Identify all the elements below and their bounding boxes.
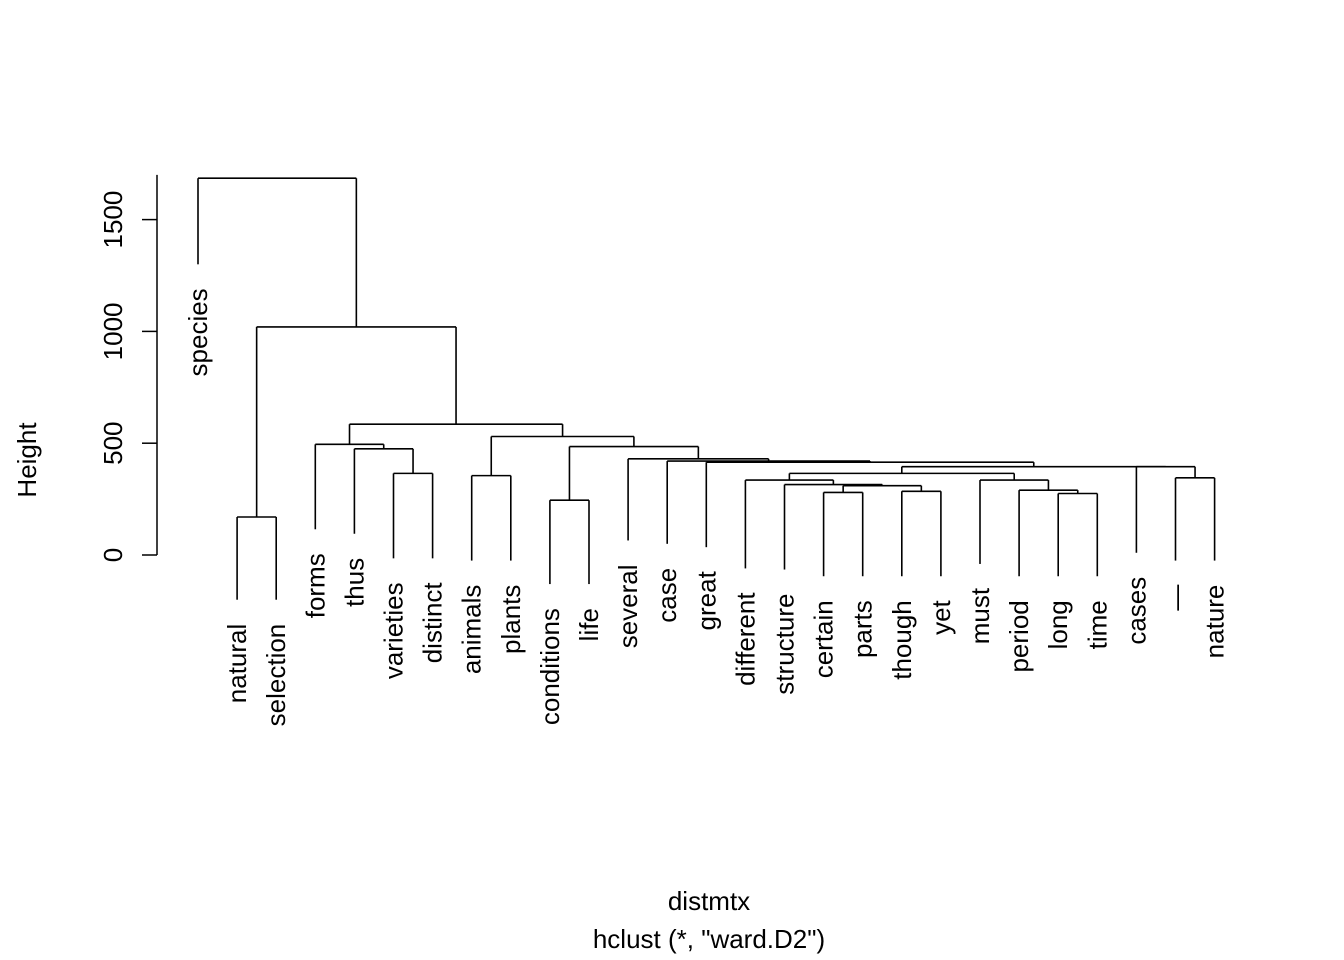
- leaf-label: yet: [926, 599, 956, 634]
- leaf-label: time: [1082, 600, 1112, 649]
- leaf-label: parts: [848, 600, 878, 658]
- y-axis: 0 500 1000 1500: [98, 174, 158, 562]
- leaf-label: nature: [1200, 585, 1230, 659]
- leaf-label: several: [613, 564, 643, 648]
- leaf-label: selection: [261, 624, 291, 727]
- leaf-label: certain: [809, 600, 839, 678]
- y-axis-label: Height: [12, 422, 42, 498]
- leaf-label: distinct: [418, 582, 448, 664]
- leaf-label: case: [652, 568, 682, 623]
- leaf-label: conditions: [535, 608, 565, 725]
- leaf-label: cases: [1121, 577, 1151, 645]
- y-tick-label: 1500: [98, 191, 128, 249]
- leaf-label: different: [730, 592, 760, 686]
- leaf-label: varieties: [379, 582, 409, 679]
- leaf-label: natural: [222, 624, 252, 704]
- leaf-label: long: [1043, 600, 1073, 649]
- x-axis-label: distmtx: [668, 886, 750, 916]
- leaf-label: animals: [457, 585, 487, 675]
- leaf-label: though: [887, 600, 917, 680]
- leaf-labels: species natural selection forms thus varietie…: [183, 288, 1230, 726]
- leaf-label: —: [1161, 585, 1191, 611]
- leaf-label: must: [965, 587, 995, 644]
- leaf-label: plants: [496, 585, 526, 654]
- y-tick-label: 1000: [98, 302, 128, 360]
- leaf-label: species: [183, 288, 213, 376]
- leaf-label: thus: [339, 558, 369, 607]
- leaf-label: period: [1004, 600, 1034, 672]
- leaf-label: great: [691, 570, 721, 630]
- leaf-label: structure: [770, 594, 800, 695]
- leaf-label: life: [574, 608, 604, 641]
- chart-subtitle: hclust (*, "ward.D2"): [593, 924, 825, 954]
- dendrogram-tree: [197, 177, 1216, 600]
- y-tick-label: 500: [98, 422, 128, 465]
- y-tick-label: 0: [98, 548, 128, 562]
- leaf-label: forms: [300, 553, 330, 618]
